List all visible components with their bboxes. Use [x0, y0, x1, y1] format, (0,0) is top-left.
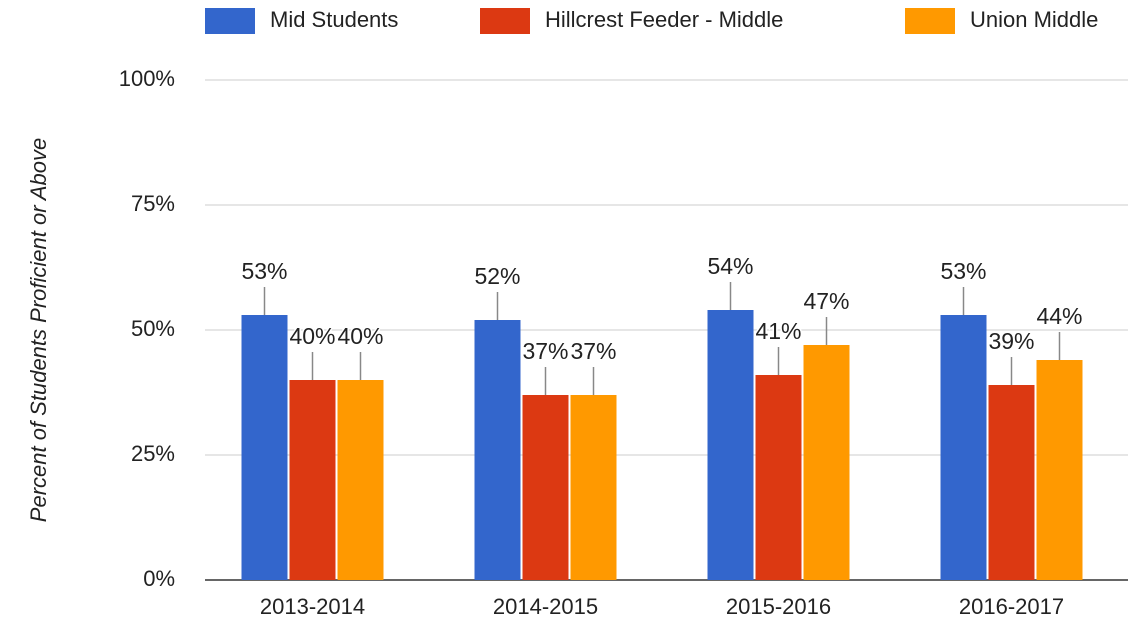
legend-label: Union Middle — [970, 7, 1098, 32]
value-label: 52% — [474, 263, 520, 289]
value-label: 37% — [522, 338, 568, 364]
y-tick-label: 75% — [131, 191, 175, 216]
value-label: 41% — [755, 318, 801, 344]
value-label: 44% — [1036, 303, 1082, 329]
bar — [474, 320, 521, 580]
value-label: 54% — [707, 253, 753, 279]
y-tick-label: 0% — [143, 566, 175, 591]
bar — [570, 395, 617, 580]
legend-label: Mid Students — [270, 7, 398, 32]
legend-swatch — [205, 8, 255, 34]
bar — [707, 310, 754, 580]
legend-swatch — [480, 8, 530, 34]
bar — [755, 375, 802, 580]
y-tick-label: 100% — [119, 66, 175, 91]
legend-label: Hillcrest Feeder - Middle — [545, 7, 783, 32]
value-label: 40% — [289, 323, 335, 349]
x-tick-label: 2013-2014 — [260, 594, 365, 619]
x-tick-label: 2015-2016 — [726, 594, 831, 619]
y-tick-label: 50% — [131, 316, 175, 341]
bar — [241, 315, 288, 580]
value-label: 39% — [988, 328, 1034, 354]
bar — [988, 385, 1035, 580]
bar — [940, 315, 987, 580]
legend-swatch — [905, 8, 955, 34]
value-label: 53% — [241, 258, 287, 284]
bar — [1036, 360, 1083, 580]
value-label: 37% — [570, 338, 616, 364]
bar — [337, 380, 384, 580]
x-tick-label: 2016-2017 — [959, 594, 1064, 619]
x-tick-label: 2014-2015 — [493, 594, 598, 619]
value-label: 47% — [803, 288, 849, 314]
y-axis-label: Percent of Students Proficient or Above — [26, 138, 51, 522]
bar — [522, 395, 569, 580]
y-tick-label: 25% — [131, 441, 175, 466]
bar — [803, 345, 850, 580]
value-label: 40% — [337, 323, 383, 349]
value-label: 53% — [940, 258, 986, 284]
bar — [289, 380, 336, 580]
